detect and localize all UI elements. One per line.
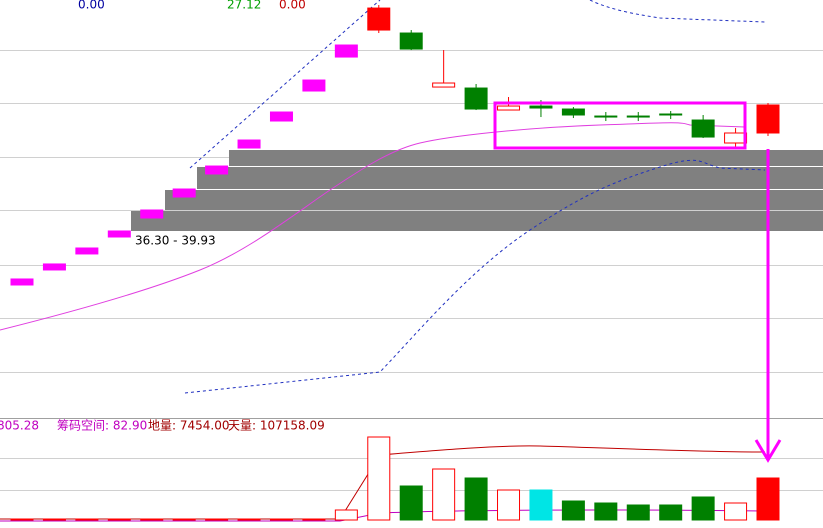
- candle-body: [237, 139, 261, 149]
- volume-bar: [529, 489, 553, 521]
- volume-bar: [756, 477, 780, 521]
- candle-body: [561, 108, 585, 116]
- volume-bar: [237, 518, 261, 521]
- volume-bar: [659, 504, 683, 521]
- indicator-label: 天量: 107158.09: [228, 419, 325, 433]
- candle-body: [367, 7, 391, 31]
- chip-bands: [131, 150, 823, 231]
- candle-body: [205, 165, 229, 175]
- volume-bar: [724, 502, 748, 521]
- candle-body: [756, 104, 780, 134]
- volume-bar: [432, 468, 456, 521]
- candle-body: [464, 87, 488, 110]
- marks: [10, 5, 780, 521]
- candle-body: [107, 230, 131, 238]
- volume-bar: [399, 485, 423, 521]
- candle-body: [432, 82, 456, 88]
- volume-bar: [691, 496, 715, 521]
- volume-bar: [497, 489, 521, 521]
- candle-body: [42, 263, 66, 271]
- volume-bar: [464, 477, 488, 521]
- candle-body: [529, 105, 553, 109]
- candle-body: [334, 44, 358, 58]
- candle-body: [269, 111, 293, 122]
- candle-body: [724, 132, 748, 144]
- indicator-label: 地量: 7454.00: [148, 419, 229, 433]
- candle-body: [140, 209, 164, 219]
- volume-bar: [42, 518, 66, 521]
- volume-bar: [302, 518, 326, 521]
- volume-bar: [626, 504, 650, 521]
- volume-bar: [107, 518, 131, 521]
- candle-body: [172, 188, 196, 198]
- candle-body: [302, 79, 326, 92]
- volume-bar: [367, 436, 391, 521]
- candle-body: [659, 113, 683, 116]
- candle-body: [691, 119, 715, 138]
- highlight-box: [493, 101, 747, 150]
- grid: [0, 50, 823, 491]
- arrow: [754, 149, 782, 463]
- volume-bar: [594, 502, 618, 521]
- header-value: 0.00: [279, 0, 306, 12]
- volume-bar: [75, 518, 99, 521]
- volume-bar: [140, 518, 164, 521]
- band-label: 36.30 - 39.93: [135, 234, 216, 248]
- candle-body: [626, 115, 650, 118]
- candle-body: [399, 32, 423, 50]
- volume-bar: [561, 500, 585, 521]
- candle-body: [75, 247, 99, 255]
- candle-body: [10, 278, 34, 286]
- volume-bar: [205, 518, 229, 521]
- volume-bar: [172, 518, 196, 521]
- header-value: 0.00: [78, 0, 105, 12]
- volume-bar: [269, 518, 293, 521]
- indicator-label: 筹码空间: 82.90: [57, 419, 147, 433]
- volume-bar: [334, 509, 358, 521]
- candle-body: [497, 105, 521, 111]
- indicator-label: 805.28: [0, 419, 39, 433]
- header-value: 27.12: [227, 0, 261, 12]
- volume-bar: [10, 518, 34, 521]
- candle-body: [594, 115, 618, 118]
